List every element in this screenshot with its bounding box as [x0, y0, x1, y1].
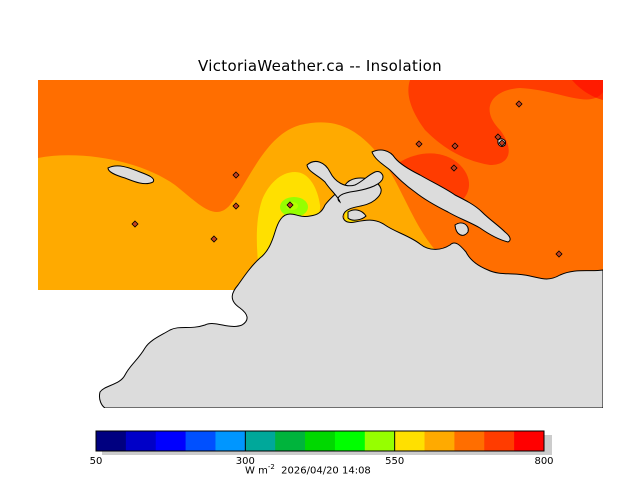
- colorbar-tick-label: 550: [385, 456, 404, 467]
- colorbar-cell: [185, 431, 216, 451]
- station-marker: [494, 133, 502, 141]
- colorbar-frame: [95, 430, 545, 452]
- colorbar-cell: [394, 431, 426, 451]
- land-islet: [347, 209, 367, 221]
- units-exponent: -2: [267, 463, 275, 471]
- station-marker: [286, 201, 294, 209]
- land-mainland: [99, 177, 603, 408]
- colorbar-cell: [484, 431, 515, 451]
- units-timestamp: W m-2 2026/04/20 14:08: [245, 463, 371, 476]
- colorbar-cell: [125, 431, 157, 451]
- station-marker: [131, 220, 139, 228]
- map-title: VictoriaWeather.ca -- Insolation: [198, 57, 442, 75]
- field-red: [572, 80, 603, 100]
- colorbar-cell: [245, 431, 276, 451]
- colorbar-cell: [454, 431, 485, 451]
- station-marker: [232, 202, 240, 210]
- colorbar-ticks: 50 300 550 800: [90, 431, 554, 467]
- station-marker: [415, 140, 423, 148]
- station-markers: [131, 100, 563, 258]
- station-marker: [450, 164, 458, 172]
- land-inlet: [371, 149, 511, 243]
- station-marker: [210, 235, 218, 243]
- station-marker: [515, 100, 523, 108]
- colorbar-cell: [96, 431, 127, 451]
- station-marker: [555, 250, 563, 258]
- colorbar-cell: [305, 431, 336, 451]
- colorbar-cell: [215, 431, 246, 451]
- colorbar-tick-label: 50: [90, 456, 103, 467]
- land-detail-1: [454, 222, 469, 236]
- units-label: W m: [245, 465, 268, 477]
- colorbar-cells: [96, 431, 545, 451]
- colorbar-cell: [155, 431, 187, 451]
- colorbar-tick-label: 300: [236, 456, 255, 467]
- colorbar-cell: [424, 431, 455, 451]
- colorbar-cell: [275, 431, 306, 451]
- colorbar-cell: [334, 431, 366, 451]
- field-red-orange: [408, 80, 603, 165]
- land-island-west: [107, 165, 155, 185]
- station-marker: [232, 171, 240, 179]
- timestamp: 2026/04/20 14:08: [281, 465, 371, 477]
- station-marker: [498, 139, 506, 147]
- land-peninsula: [306, 161, 384, 204]
- field-red-orange-2: [400, 153, 470, 205]
- colorbar-cell: [514, 431, 545, 451]
- colorbar-cell: [364, 431, 396, 451]
- station-marker: [451, 142, 459, 150]
- colorbar-tick-label: 800: [534, 456, 553, 467]
